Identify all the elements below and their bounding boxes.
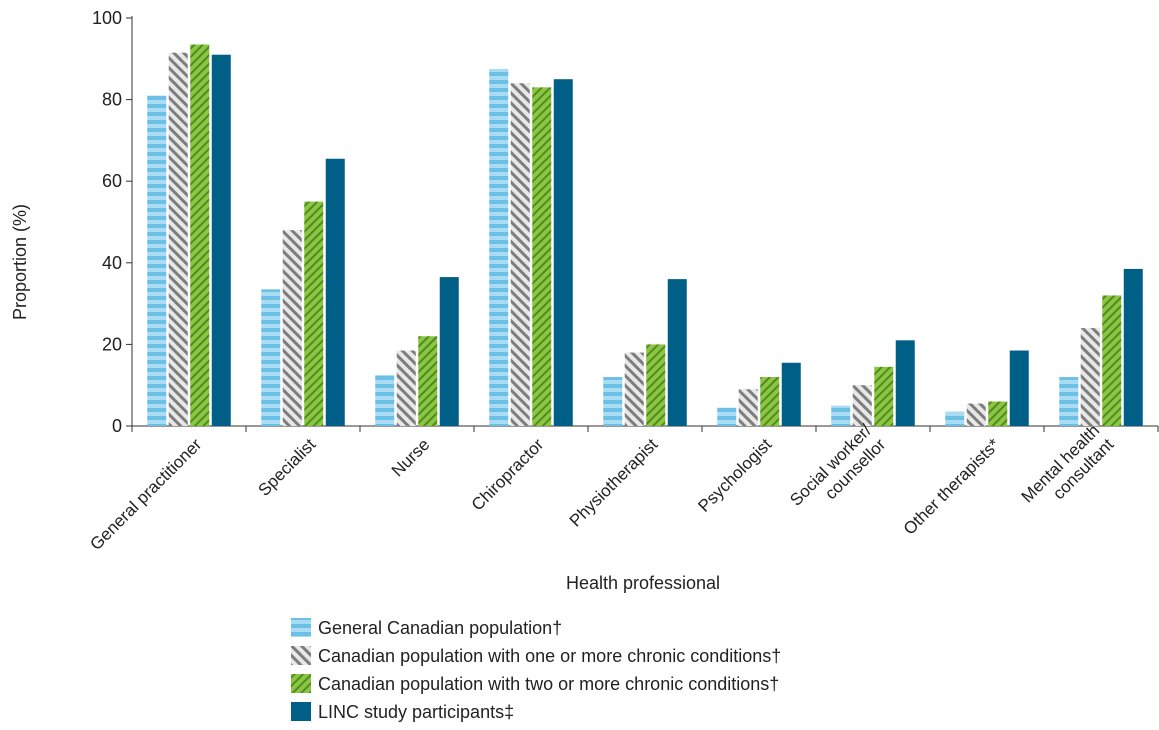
x-category-label-line: Psychologist [694, 435, 775, 516]
y-tick-label: 20 [102, 334, 122, 354]
bar-series-2-5 [624, 352, 644, 426]
x-tick-labels: General practitioner Specialist Nurse Chiro… [86, 421, 1117, 554]
y-axis-title: Proportion (%) [10, 204, 30, 320]
bar-series-2-7 [852, 385, 872, 426]
y-tick-label: 60 [102, 171, 122, 191]
bar-series-1-8 [945, 411, 965, 426]
bar-series-4-2 [325, 158, 345, 426]
bar-series-3-3 [418, 336, 438, 426]
bar-series-2-4 [510, 83, 530, 426]
bar-series-3-5 [646, 344, 666, 426]
x-category-label: Psychologist [694, 435, 775, 516]
bars [147, 44, 1143, 427]
bar-series-1-1 [147, 95, 167, 427]
x-category-label-line: General practitioner [86, 435, 205, 554]
y-tick-label: 40 [102, 253, 122, 273]
legend-swatch-3 [291, 674, 311, 693]
bar-series-1-3 [375, 375, 395, 426]
bar-series-4-5 [667, 279, 687, 426]
bar-series-3-6 [760, 377, 780, 426]
y-tick-label: 100 [92, 8, 122, 28]
x-category-label: General practitioner [86, 435, 205, 554]
bar-series-3-9 [1102, 295, 1122, 426]
bar-series-2-2 [282, 230, 302, 426]
x-category-label-line: Physiotherapist [566, 435, 662, 531]
x-category-label: Social worker/counsellor [786, 421, 889, 524]
legend-swatch-2 [291, 646, 311, 665]
bar-series-3-7 [874, 366, 894, 426]
bar-series-2-1 [168, 52, 188, 427]
legend: General Canadian population† Canadian pop… [291, 618, 781, 722]
bar-series-2-9 [1080, 328, 1100, 426]
axes: 0 20 40 60 80 100 [92, 8, 1159, 436]
y-tick-label: 0 [112, 416, 122, 436]
bar-series-2-8 [966, 403, 986, 426]
bar-series-4-4 [553, 79, 573, 426]
x-category-label: Physiotherapist [566, 435, 662, 531]
bar-series-3-8 [988, 401, 1008, 426]
bar-series-3-1 [190, 44, 210, 427]
x-category-label-line: Chiropractor [468, 435, 548, 515]
y-tick-label: 80 [102, 90, 122, 110]
bar-series-1-9 [1059, 377, 1079, 426]
bar-series-1-5 [603, 377, 623, 426]
x-category-label-line: Specialist [254, 435, 319, 500]
bar-series-2-3 [396, 350, 416, 426]
bar-series-3-2 [304, 201, 324, 426]
legend-swatch-1 [291, 618, 311, 637]
bar-series-1-4 [489, 69, 509, 426]
x-category-label: Mental healthconsultant [1018, 421, 1118, 521]
bar-series-2-6 [738, 389, 758, 426]
bar-series-4-1 [211, 54, 231, 426]
x-category-label: Specialist [254, 435, 319, 500]
legend-label-2: Canadian population with one or more chr… [318, 646, 781, 666]
bar-series-3-4 [532, 87, 552, 427]
x-category-label-line: Nurse [388, 435, 434, 481]
bar-series-4-8 [1009, 350, 1029, 426]
legend-label-3: Canadian population with two or more chr… [318, 674, 779, 694]
x-category-label-line: Other therapists* [900, 435, 1004, 539]
x-axis-title: Health professional [566, 573, 720, 593]
x-category-label: Nurse [388, 435, 434, 481]
legend-swatch-4 [291, 702, 311, 721]
bar-series-1-6 [717, 407, 737, 426]
bar-series-4-9 [1123, 268, 1143, 426]
legend-label-4: LINC study participants‡ [318, 702, 514, 722]
x-category-label: Other therapists* [900, 435, 1004, 539]
bar-series-4-7 [895, 340, 915, 426]
bar-series-4-6 [781, 362, 801, 426]
bar-series-4-3 [439, 277, 459, 426]
bar-series-1-2 [261, 289, 281, 426]
x-category-label: Chiropractor [468, 435, 548, 515]
bar-series-1-7 [831, 405, 851, 426]
legend-label-1: General Canadian population† [318, 618, 562, 638]
